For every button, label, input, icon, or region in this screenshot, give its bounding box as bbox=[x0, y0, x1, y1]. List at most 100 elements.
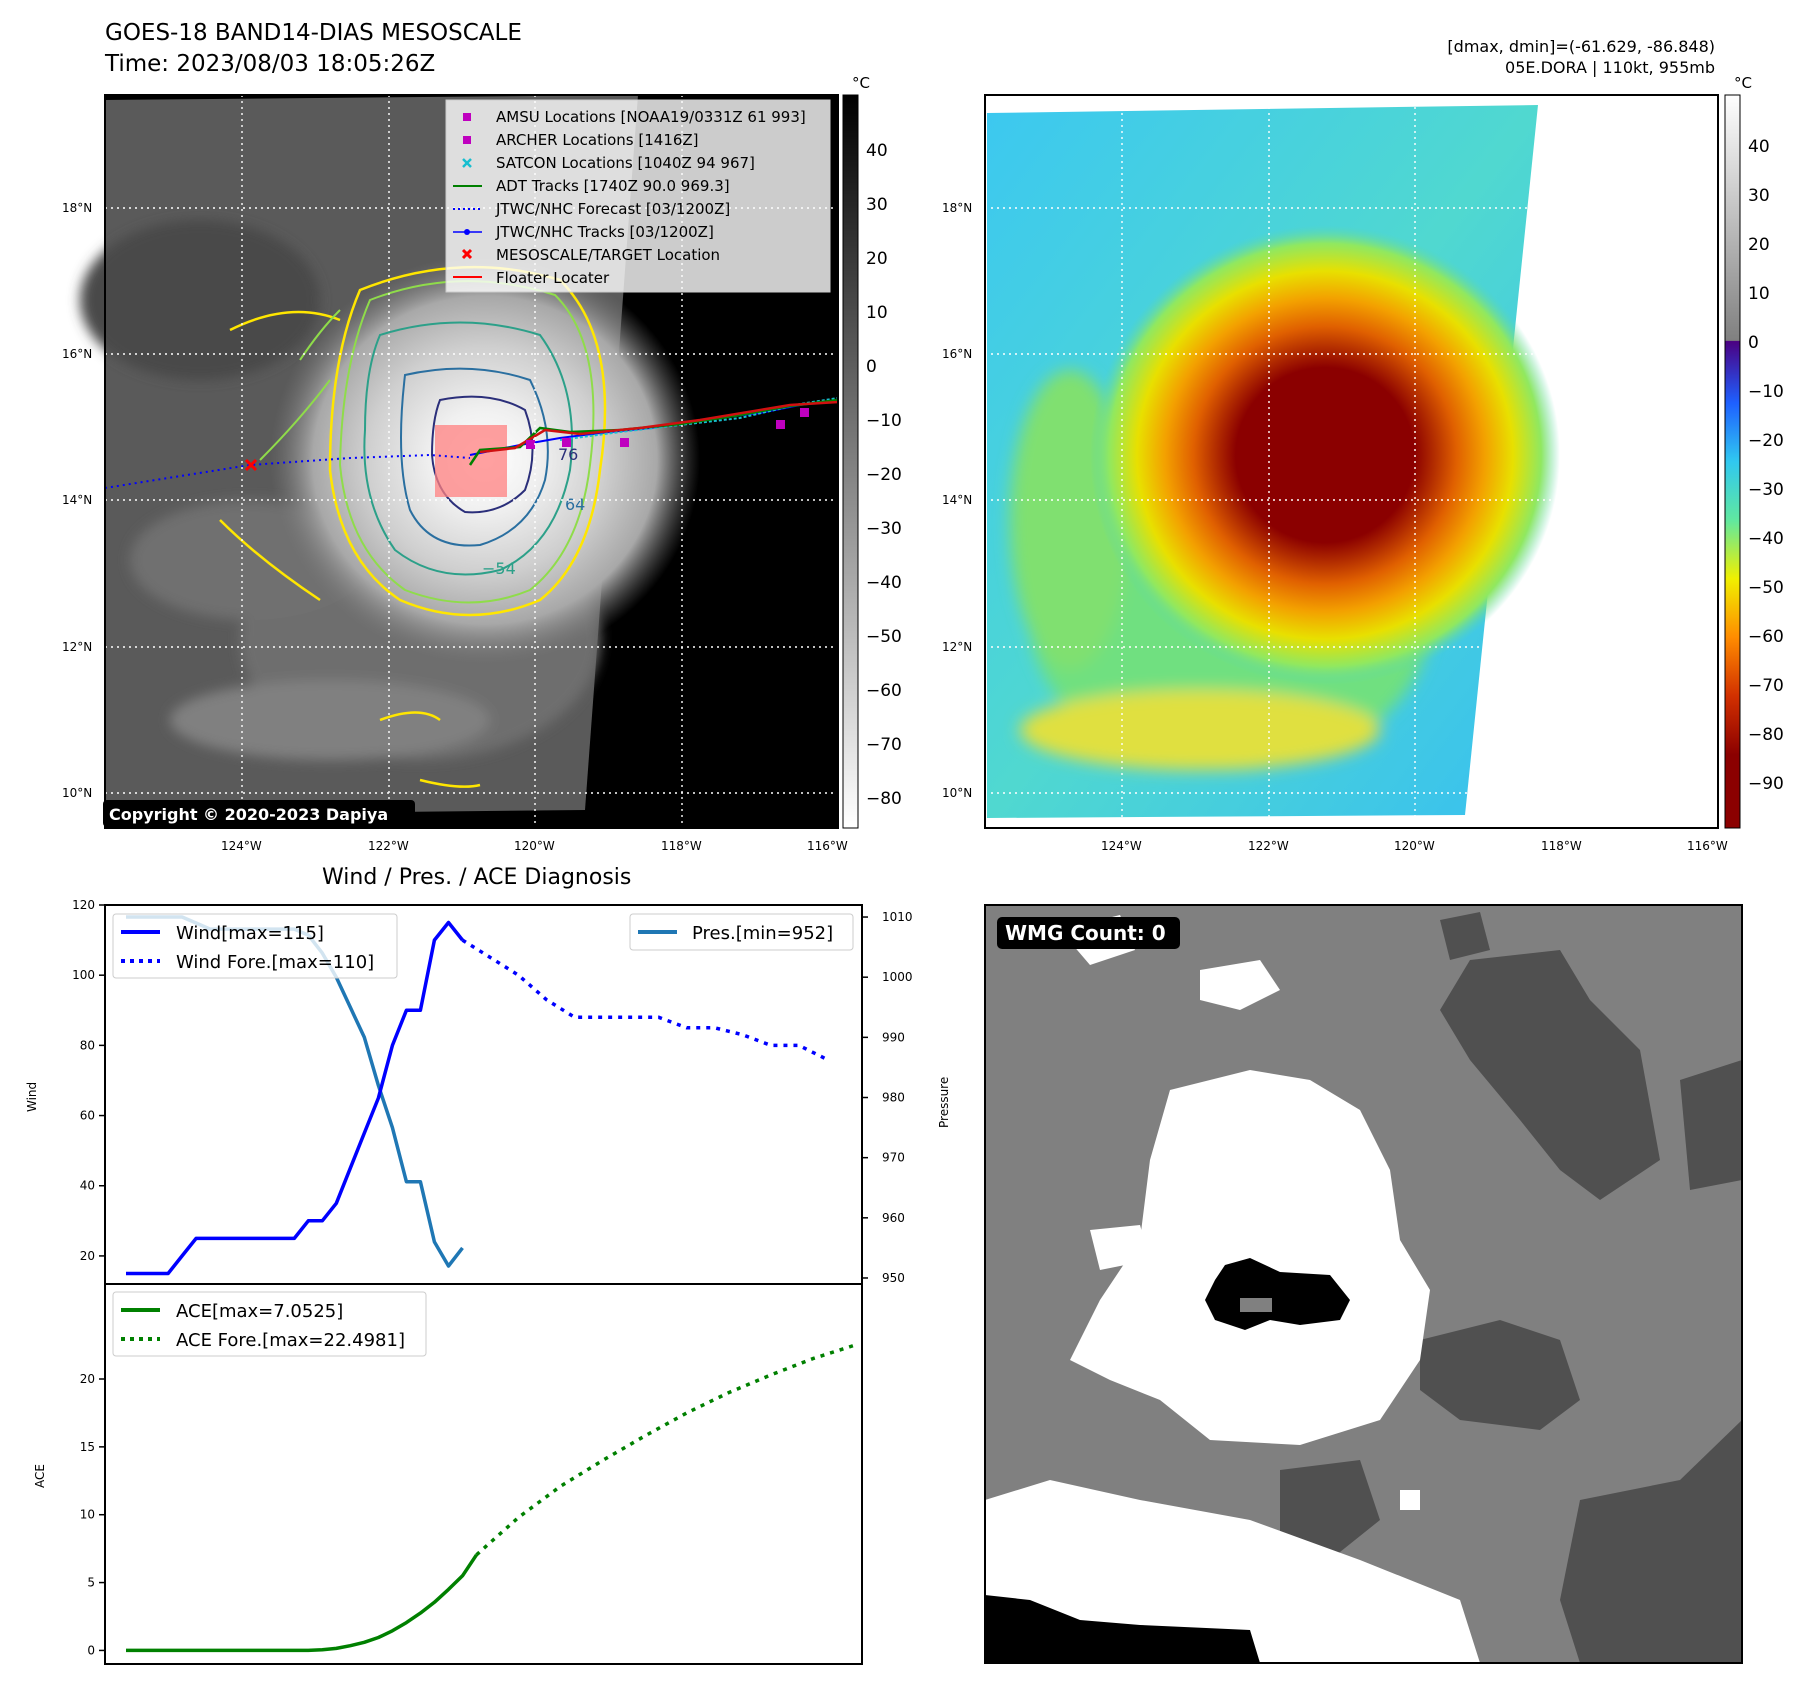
wind-axis-tick-label-60: 60 bbox=[80, 1109, 95, 1123]
ace-axis-tick-label-0: 0 bbox=[87, 1643, 95, 1657]
svg-text:−60: −60 bbox=[866, 681, 902, 701]
wind-forecast-line bbox=[461, 938, 828, 1061]
svg-text:−20: −20 bbox=[866, 465, 902, 485]
svg-text:−50: −50 bbox=[866, 627, 902, 647]
ace-line bbox=[126, 1553, 478, 1653]
svg-text:0: 0 bbox=[1748, 333, 1759, 353]
ir-legend-box bbox=[445, 99, 831, 293]
floater-track bbox=[479, 400, 839, 454]
color-lat-label-14n: 14°N bbox=[942, 493, 972, 507]
color-colorbar bbox=[1724, 94, 1741, 829]
wind-axis-tick-label-100: 100 bbox=[72, 968, 95, 982]
color-lon-label-122w: 122°W bbox=[1248, 839, 1289, 853]
color-lat-label-12n: 12°N bbox=[942, 640, 972, 654]
svg-text:−10: −10 bbox=[1748, 382, 1784, 402]
svg-text:−70: −70 bbox=[1748, 676, 1784, 696]
storm-label: 05E.DORA | 110kt, 955mb bbox=[1505, 58, 1715, 77]
gray-colorbar bbox=[842, 94, 859, 829]
color-colorbar-ticks: 40 30 20 10 0 −10 −20 −30 −40 −50 −60 −7… bbox=[1748, 137, 1784, 794]
color-lon-label-116w: 116°W bbox=[1687, 839, 1728, 853]
legend-item-jtwc-forecast: JTWC/NHC Forecast [03/1200Z] bbox=[495, 200, 730, 218]
color-colorbar-unit: °C bbox=[1734, 74, 1752, 92]
svg-text:−80: −80 bbox=[866, 789, 902, 809]
jtwc-forecast-track bbox=[104, 453, 471, 489]
pressure-axis-tick-label-970: 970 bbox=[882, 1151, 905, 1165]
ace-forecast-legend-label: ACE Fore.[max=22.4981] bbox=[176, 1330, 405, 1351]
ace-legend-label: ACE[max=7.0525] bbox=[176, 1301, 343, 1322]
pressure-axis-tick-label-1010: 1010 bbox=[882, 910, 913, 924]
pressure-axis-tick-label-1000: 1000 bbox=[882, 970, 913, 984]
color-gridlines bbox=[985, 95, 1718, 828]
color-storm-core bbox=[1090, 225, 1560, 685]
figure-time: Time: 2023/08/03 18:05:26Z bbox=[105, 51, 436, 77]
ace-legend-box bbox=[112, 1291, 427, 1357]
svg-text:−40: −40 bbox=[866, 573, 902, 593]
ace-axis-tick-label-5: 5 bbox=[87, 1576, 95, 1590]
wind-axis-tick-label-120: 120 bbox=[72, 898, 95, 912]
svg-text:−10: −10 bbox=[866, 411, 902, 431]
wind-axis-tick-label-80: 80 bbox=[80, 1038, 95, 1052]
svg-text:−30: −30 bbox=[1748, 480, 1784, 500]
ir-contours bbox=[219, 265, 607, 788]
wmg-count-badge bbox=[997, 917, 1180, 949]
pressure-legend-box bbox=[629, 913, 854, 951]
color-lon-label-124w: 124°W bbox=[1101, 839, 1142, 853]
svg-text:40: 40 bbox=[866, 141, 888, 161]
wind-legend-box bbox=[112, 913, 398, 979]
legend-markers bbox=[453, 113, 482, 278]
svg-text:30: 30 bbox=[1748, 186, 1770, 206]
legend-item-archer: ARCHER Locations [1416Z] bbox=[496, 131, 699, 149]
lat-label-18n: 18°N bbox=[62, 201, 92, 215]
pressure-axis-tick-label-990: 990 bbox=[882, 1030, 905, 1044]
svg-text:−90: −90 bbox=[1748, 774, 1784, 794]
svg-text:40: 40 bbox=[1748, 137, 1770, 157]
svg-text:30: 30 bbox=[866, 195, 888, 215]
lon-label-124w: 124°W bbox=[221, 839, 262, 853]
svg-text:20: 20 bbox=[866, 249, 888, 269]
svg-text:10: 10 bbox=[1748, 284, 1770, 304]
lat-label-14n: 14°N bbox=[62, 493, 92, 507]
ace-axis-label: ACE bbox=[33, 1464, 47, 1488]
ace-axis-tick-label-10: 10 bbox=[80, 1508, 95, 1522]
svg-text:10: 10 bbox=[866, 303, 888, 323]
ace-axis-tick-label-15: 15 bbox=[80, 1440, 95, 1454]
svg-text:−60: −60 bbox=[1748, 627, 1784, 647]
ace-forecast-line bbox=[475, 1343, 856, 1557]
lon-label-118w: 118°W bbox=[661, 839, 702, 853]
svg-text:−50: −50 bbox=[1748, 578, 1784, 598]
wind-axis-tick-label-40: 40 bbox=[80, 1179, 95, 1193]
svg-text:−30: −30 bbox=[866, 519, 902, 539]
ace-axes bbox=[104, 1283, 863, 1665]
color-lat-label-18n: 18°N bbox=[942, 201, 972, 215]
contour-label-76: 76 bbox=[558, 445, 578, 464]
svg-text:−40: −40 bbox=[1748, 529, 1784, 549]
lat-label-10n: 10°N bbox=[62, 786, 92, 800]
wmg-eye-gray bbox=[1240, 1298, 1272, 1312]
svg-text:0: 0 bbox=[866, 357, 877, 377]
pressure-axis-tick-label-950: 950 bbox=[882, 1271, 905, 1285]
wmg-white-regions bbox=[985, 915, 1480, 1663]
satcon-track bbox=[559, 397, 839, 441]
gray-colorbar-unit: °C bbox=[852, 74, 870, 92]
diagnosis-title: Wind / Pres. / ACE Diagnosis bbox=[322, 865, 631, 890]
copyright-badge bbox=[103, 800, 415, 827]
gray-colorbar-ticks: 40 30 20 10 0 −10 −20 −30 −40 −50 −60 −7… bbox=[866, 141, 902, 809]
ace-axis-tick-label-20: 20 bbox=[80, 1372, 95, 1386]
svg-text:−70: −70 bbox=[866, 735, 902, 755]
pressure-legend-label: Pres.[min=952] bbox=[692, 923, 833, 944]
copyright-text: Copyright © 2020-2023 Dapiya bbox=[109, 805, 388, 824]
wind-axis-tick-label-20: 20 bbox=[80, 1249, 95, 1263]
amsu-markers bbox=[526, 408, 809, 449]
wind-axis-label: Wind bbox=[25, 1082, 39, 1112]
lon-label-116w: 116°W bbox=[807, 839, 848, 853]
pressure-axis-tick-label-960: 960 bbox=[882, 1211, 905, 1225]
legend-item-adt: ADT Tracks [1740Z 90.0 969.3] bbox=[496, 177, 730, 195]
legend-item-jtwc-tracks: JTWC/NHC Tracks [03/1200Z] bbox=[495, 223, 714, 241]
dmax-dmin-label: [dmax, dmin]=(-61.629, -86.848) bbox=[1447, 37, 1715, 56]
mesoscale-target-marker bbox=[244, 458, 258, 472]
legend-item-floater: Floater Locater bbox=[496, 269, 610, 287]
